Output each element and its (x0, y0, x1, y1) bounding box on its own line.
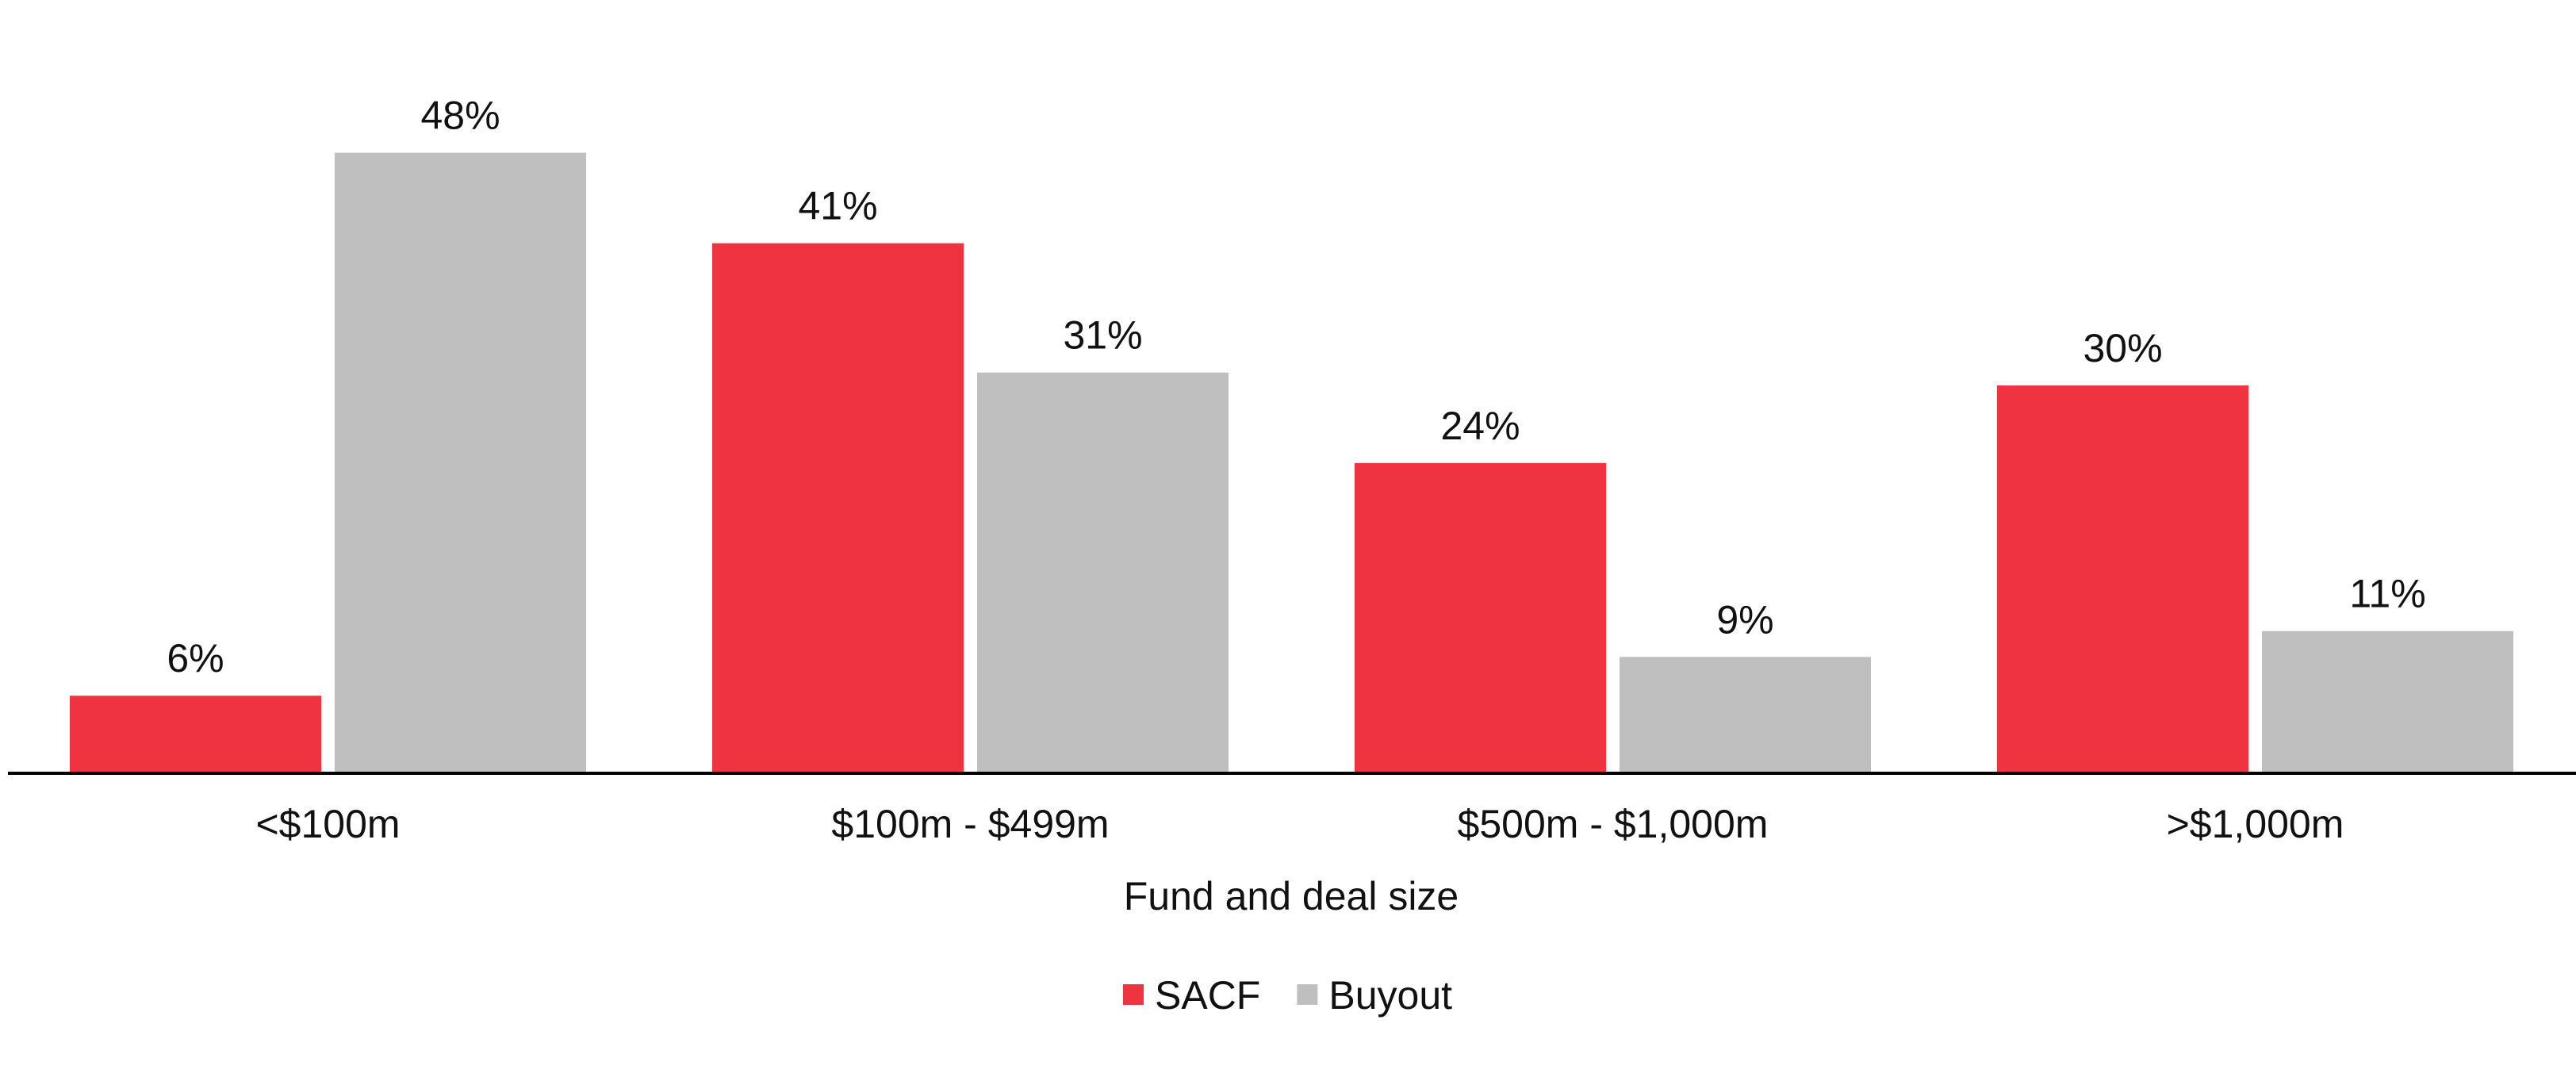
data-labels-layer: 6% 48% 41% 31% 24% 9% 30% 11% (167, 94, 2425, 681)
bars-layer (70, 152, 2513, 774)
legend-label-buyout: Buyout (1328, 973, 1452, 1018)
legend-swatch-buyout (1297, 984, 1318, 1005)
data-label-buyout-3: 9% (1716, 597, 1773, 642)
bar-sacf-2 (712, 243, 964, 773)
bar-buyout-4 (2262, 631, 2513, 773)
x-tick-label-1: <$100m (255, 802, 400, 846)
legend-swatch-sacf (1123, 984, 1144, 1005)
data-label-sacf-3: 24% (1440, 404, 1520, 448)
x-axis-title: Fund and deal size (1124, 874, 1459, 918)
data-label-sacf-1: 6% (167, 636, 224, 680)
x-tick-labels: <$100m $100m - $499m $500m - $1,000m >$1,00… (255, 802, 2344, 846)
data-label-buyout-1: 48% (420, 94, 500, 138)
data-label-buyout-2: 31% (1063, 313, 1142, 358)
data-label-sacf-4: 30% (2083, 326, 2162, 370)
bar-buyout-3 (1620, 657, 1871, 773)
bar-sacf-4 (1997, 385, 2248, 773)
x-tick-label-2: $100m - $499m (831, 802, 1109, 846)
bar-buyout-1 (335, 152, 586, 774)
bar-buyout-2 (977, 372, 1229, 773)
x-tick-label-3: $500m - $1,000m (1458, 802, 1769, 846)
x-tick-label-4: >$1,000m (2167, 802, 2344, 846)
bar-sacf-1 (70, 696, 321, 773)
data-label-sacf-2: 41% (798, 184, 877, 228)
legend: SACF Buyout (1123, 973, 1452, 1018)
legend-label-sacf: SACF (1155, 973, 1260, 1018)
bar-sacf-3 (1355, 462, 1606, 773)
data-label-buyout-4: 11% (2349, 572, 2425, 616)
